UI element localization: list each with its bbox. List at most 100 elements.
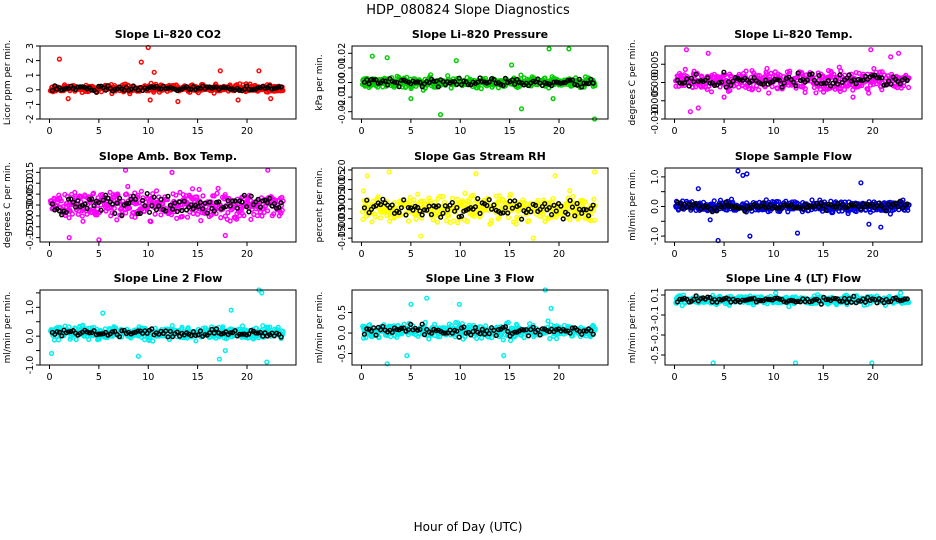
- data-point: [743, 68, 749, 74]
- data-point-valid: [146, 84, 153, 90]
- x-tick-label: 5: [721, 249, 727, 260]
- data-point-valid: [569, 77, 575, 83]
- y-tick-label: 0.15: [25, 162, 36, 183]
- x-tick-label: 20: [241, 126, 253, 137]
- data-point: [125, 183, 131, 190]
- y-tick-label: -0.1: [650, 306, 661, 325]
- data-point-valid: [705, 75, 711, 81]
- data-point: [518, 72, 524, 78]
- data-point-valid: [574, 82, 580, 88]
- data-point-valid: [271, 85, 277, 91]
- scatter-points: [359, 46, 598, 122]
- data-point-valid: [412, 79, 418, 85]
- x-tick-label: 20: [553, 126, 565, 137]
- data-point: [178, 205, 185, 211]
- y-tick-label: 0: [25, 87, 36, 93]
- data-point-valid: [790, 79, 797, 85]
- data-point-valid: [888, 81, 894, 87]
- data-point-outlier: [235, 97, 241, 103]
- x-tick-label: 10: [454, 126, 466, 137]
- data-point-valid: [156, 85, 162, 91]
- data-point-valid: [218, 85, 224, 91]
- y-tick-label: -0.02: [337, 99, 348, 124]
- data-point: [111, 205, 117, 211]
- data-point-valid: [278, 84, 284, 90]
- x-tick-label: 10: [454, 249, 466, 260]
- y-tick-label: -0.3: [650, 326, 661, 345]
- data-point-outlier: [437, 111, 444, 118]
- data-point: [84, 211, 90, 217]
- data-point-valid: [758, 81, 764, 87]
- y-tick-label: 1.0: [650, 169, 661, 184]
- data-point-valid: [679, 80, 685, 86]
- data-point-outlier: [453, 57, 459, 64]
- data-point-valid: [804, 77, 810, 83]
- panel-title: Slope Line 4 (LT) Flow: [726, 272, 861, 285]
- data-point-valid: [711, 82, 718, 88]
- data-point: [66, 215, 72, 221]
- data-point: [215, 185, 221, 191]
- data-point: [218, 215, 224, 221]
- data-point: [769, 83, 775, 90]
- data-point-outlier: [705, 50, 711, 56]
- data-point-valid: [195, 85, 201, 91]
- data-point-valid: [458, 82, 465, 88]
- data-point: [196, 186, 202, 193]
- panel-ylabel: percent per min.: [315, 168, 325, 243]
- data-point-valid: [718, 79, 725, 85]
- data-point-valid: [749, 78, 755, 84]
- data-point: [123, 210, 129, 216]
- data-point-outlier: [721, 94, 727, 100]
- x-tick-label: 10: [454, 372, 466, 383]
- data-point-valid: [814, 80, 820, 86]
- x-tick-label: 10: [768, 126, 780, 137]
- data-point-valid: [364, 77, 370, 83]
- data-point-valid: [177, 86, 183, 92]
- data-point-valid: [572, 81, 578, 88]
- data-point: [841, 86, 847, 93]
- data-point-valid: [255, 85, 261, 91]
- data-point-valid: [691, 79, 697, 85]
- data-point-valid: [684, 76, 690, 82]
- data-point-valid: [560, 80, 566, 86]
- x-tick-label: 0: [671, 372, 677, 383]
- y-tick-label: 0.5: [337, 305, 348, 320]
- x-tick-label: 10: [142, 372, 154, 383]
- data-point-valid: [793, 83, 799, 89]
- data-point-valid: [89, 87, 95, 93]
- data-point-valid: [371, 77, 377, 83]
- data-point: [168, 212, 174, 218]
- data-point-valid: [530, 78, 536, 84]
- data-point: [195, 211, 201, 217]
- data-point-valid: [677, 80, 683, 86]
- data-point: [755, 87, 762, 93]
- data-point-valid: [391, 79, 398, 85]
- data-point-valid: [774, 77, 780, 83]
- data-point-outlier: [217, 68, 223, 74]
- data-point-valid: [567, 77, 573, 83]
- data-point-valid: [881, 82, 887, 88]
- data-point-valid: [821, 80, 827, 86]
- data-point-valid: [502, 75, 508, 81]
- data-point-valid: [375, 80, 381, 86]
- data-point-valid: [465, 81, 471, 88]
- x-tick-label: 15: [817, 249, 829, 260]
- data-point: [90, 190, 97, 196]
- data-point-valid: [380, 78, 386, 84]
- data-point-outlier: [546, 46, 552, 52]
- data-point-valid: [454, 81, 460, 87]
- data-point: [225, 210, 231, 216]
- data-point-valid: [211, 84, 217, 90]
- data-point: [753, 83, 760, 89]
- x-tick-label: 10: [142, 126, 154, 137]
- data-point: [109, 90, 115, 97]
- data-point-valid: [79, 84, 86, 90]
- y-tick-label: -1.0: [650, 227, 661, 246]
- x-tick-label: 15: [504, 126, 516, 137]
- data-point-valid: [500, 82, 506, 88]
- data-point-valid: [585, 80, 592, 87]
- data-point-valid: [415, 79, 421, 85]
- data-point: [813, 90, 819, 96]
- data-point-valid: [897, 81, 903, 87]
- data-point-valid: [834, 81, 841, 87]
